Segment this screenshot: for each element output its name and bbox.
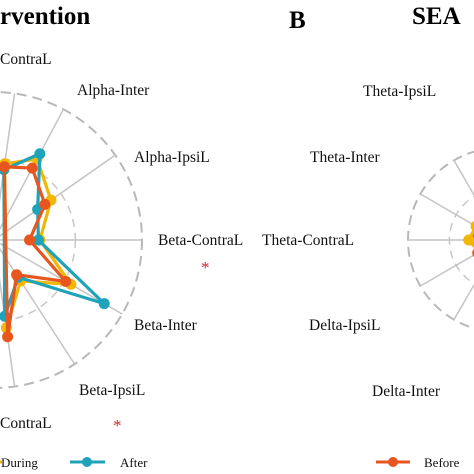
radar-data-point — [34, 148, 46, 160]
radar-spoke — [419, 254, 474, 287]
radar-data-point — [26, 162, 38, 174]
radar-spoke — [453, 159, 474, 197]
radar-data-point — [470, 221, 474, 232]
radar-chart-a — [0, 91, 143, 389]
axis-label-theta-inter: Theta-Inter — [310, 149, 381, 166]
axis-label-theta-ipsil: Theta-IpsiL — [363, 83, 436, 100]
radar-grid-a — [0, 91, 143, 389]
legend-label-during: During — [1, 455, 38, 470]
legend-label-after: After — [120, 455, 148, 470]
axis-label-beta-contral: Beta-ContraL — [158, 232, 243, 249]
legend-after-marker — [82, 457, 92, 467]
radar-data-point — [98, 298, 110, 310]
axis-label-contral-top: ContraL — [0, 51, 52, 68]
axis-label-beta-ipsil: Beta-IpsiL — [79, 382, 145, 399]
radar-data-point — [24, 234, 36, 246]
radar-spoke — [419, 193, 474, 226]
radar-series-b — [463, 221, 474, 257]
radar-data-point — [463, 234, 474, 246]
axis-label-alpha-ipsil: Alpha-IpsiL — [134, 149, 210, 166]
radar-data-point — [11, 269, 23, 281]
axis-label-delta-ipsil: Delta-IpsiL — [309, 317, 380, 334]
panel-b-title: SEA — [412, 3, 461, 30]
legend-before-marker — [388, 457, 398, 467]
radar-grid-b — [407, 150, 474, 330]
panel-a-title: rvention — [0, 3, 90, 30]
panel-b-letter: B — [289, 7, 306, 34]
axis-label-beta-inter: Beta-Inter — [134, 317, 198, 334]
radar-data-point — [2, 331, 14, 343]
radar-spoke — [453, 283, 474, 321]
radar-series-line — [2, 165, 68, 339]
radar-data-point — [60, 275, 72, 287]
axis-label-contral-bottom: ContraL — [0, 415, 52, 432]
significance-marker-beta-contral: * — [201, 258, 210, 277]
axis-label-delta-inter: Delta-Inter — [372, 383, 441, 400]
radar-chart-b — [407, 150, 474, 330]
axis-label-theta-contral: Theta-ContraL — [262, 232, 354, 249]
radar-series-a — [0, 148, 110, 343]
significance-marker-contral: * — [113, 416, 122, 435]
radar-data-point — [32, 234, 44, 246]
radar-data-point — [39, 198, 51, 210]
radar-data-point — [0, 161, 10, 173]
legend-label-before: Before — [424, 455, 460, 470]
axis-label-alpha-inter: Alpha-Inter — [77, 82, 150, 99]
legend: During After Before — [0, 455, 460, 470]
